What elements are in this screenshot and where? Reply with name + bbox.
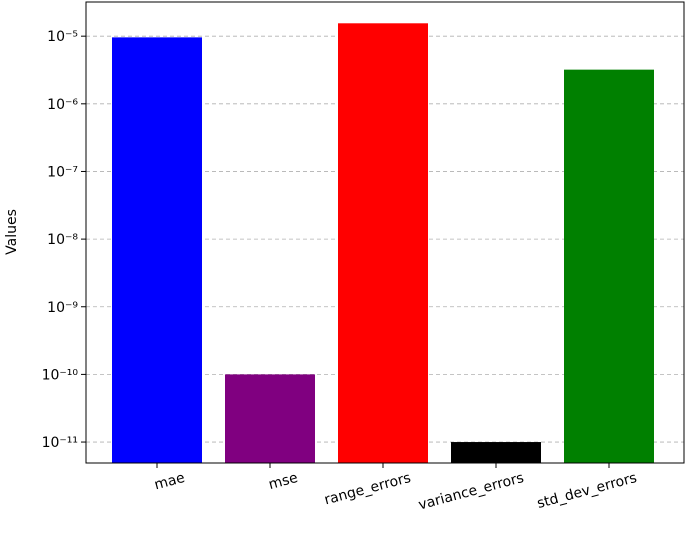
- bar: [338, 23, 428, 464]
- x-tick-label: mse: [267, 470, 300, 493]
- y-tick-label: 10⁻⁹: [47, 300, 78, 316]
- bar: [564, 69, 654, 463]
- x-tick-label: variance_errors: [417, 470, 526, 514]
- bar: [112, 37, 202, 463]
- y-tick-label: 10⁻⁷: [47, 164, 78, 180]
- bar: [451, 442, 541, 463]
- y-axis-label: Values: [4, 209, 20, 255]
- x-tick-label: range_errors: [323, 470, 413, 508]
- bar: [225, 374, 315, 463]
- y-tick-label: 10⁻⁶: [47, 97, 78, 113]
- y-tick-label: 10⁻¹¹: [42, 435, 78, 451]
- y-tick-label: 10⁻⁵: [47, 29, 78, 45]
- x-tick-label: mae: [153, 470, 187, 493]
- plot-frame: [85, 1, 685, 464]
- y-tick-label: 10⁻⁸: [47, 232, 78, 248]
- x-tick-label: std_dev_errors: [535, 470, 638, 512]
- y-tick-label: 10⁻¹⁰: [42, 367, 79, 383]
